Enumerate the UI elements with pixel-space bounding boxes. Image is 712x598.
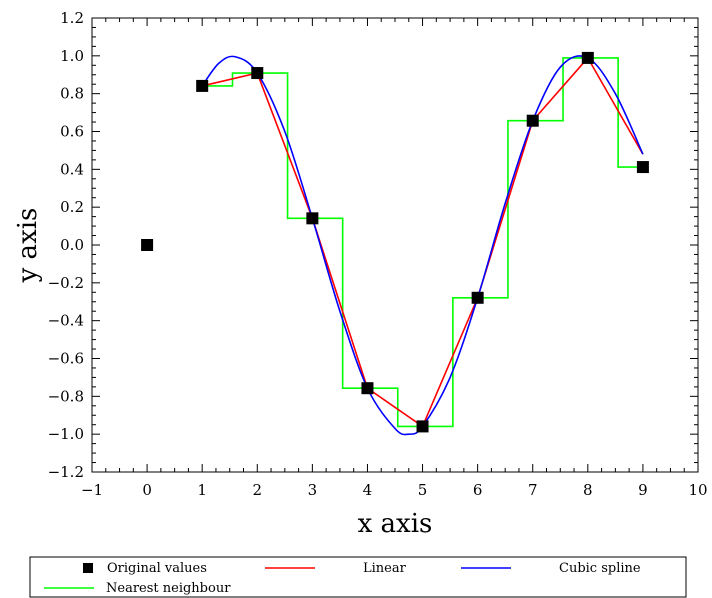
legend-label-original-values: Original values	[107, 561, 207, 576]
legend-label-nearest-neighbour: Nearest neighbour	[106, 581, 231, 596]
data-point-marker	[361, 382, 374, 395]
y-tick-label: −0.2	[48, 274, 84, 292]
data-point-marker	[416, 420, 429, 433]
x-tick-label: 1	[197, 481, 207, 499]
y-tick-label: 1.0	[60, 47, 84, 65]
x-tick-label: −1	[81, 481, 103, 499]
y-tick-label: 0.4	[60, 160, 84, 178]
x-tick-label: 4	[363, 481, 373, 499]
plot-series	[141, 51, 649, 436]
y-tick-label: 0.8	[60, 85, 84, 103]
x-axis-title: x axis	[358, 509, 433, 539]
data-point-marker	[251, 67, 264, 80]
data-point-marker	[306, 212, 319, 225]
data-point-marker	[526, 114, 539, 127]
x-tick-label: 10	[688, 481, 707, 499]
y-tick-label: −0.6	[48, 350, 84, 368]
y-tick-label: 0.6	[60, 123, 84, 141]
y-axis-title: y axis	[13, 208, 43, 284]
legend-label-cubic-spline: Cubic spline	[559, 561, 641, 576]
legend-box	[29, 556, 687, 598]
x-tick-label: 7	[528, 481, 538, 499]
y-tick-label: −1.0	[48, 425, 84, 443]
legend-swatch-original-values	[83, 563, 93, 573]
legend: Original values Linear Cubic spline Nearest…	[29, 556, 687, 598]
x-tick-label: 2	[252, 481, 262, 499]
tick-labels: −1 0 1 2 3 4 5 6 7 8 9 10 1.2 1.0 0.8 0.6 0.4 0.2 0.0 −0.2 −…	[48, 9, 708, 499]
y-tick-label: −0.8	[48, 387, 84, 405]
y-tick-label: 1.2	[60, 9, 84, 27]
legend-label-linear: Linear	[363, 561, 407, 576]
plot-frame	[91, 17, 699, 473]
y-tick-label: −1.2	[48, 463, 84, 481]
x-tick-label: 3	[308, 481, 318, 499]
x-tick-label: 9	[638, 481, 648, 499]
x-tick-label: 0	[142, 481, 152, 499]
y-tick-label: −0.4	[48, 312, 84, 330]
data-point-marker	[471, 291, 484, 304]
axis-ticks	[91, 17, 699, 473]
y-tick-label: 0.0	[60, 236, 84, 254]
data-point-marker	[581, 51, 594, 64]
series-line-cubic-spline	[201, 55, 644, 436]
data-point-marker	[196, 79, 209, 92]
data-point-marker	[141, 239, 154, 251]
x-tick-label: 8	[583, 481, 593, 499]
y-tick-label: 0.2	[60, 198, 84, 216]
data-point-marker	[636, 161, 649, 174]
x-tick-label: 6	[473, 481, 483, 499]
x-tick-label: 5	[418, 481, 428, 499]
